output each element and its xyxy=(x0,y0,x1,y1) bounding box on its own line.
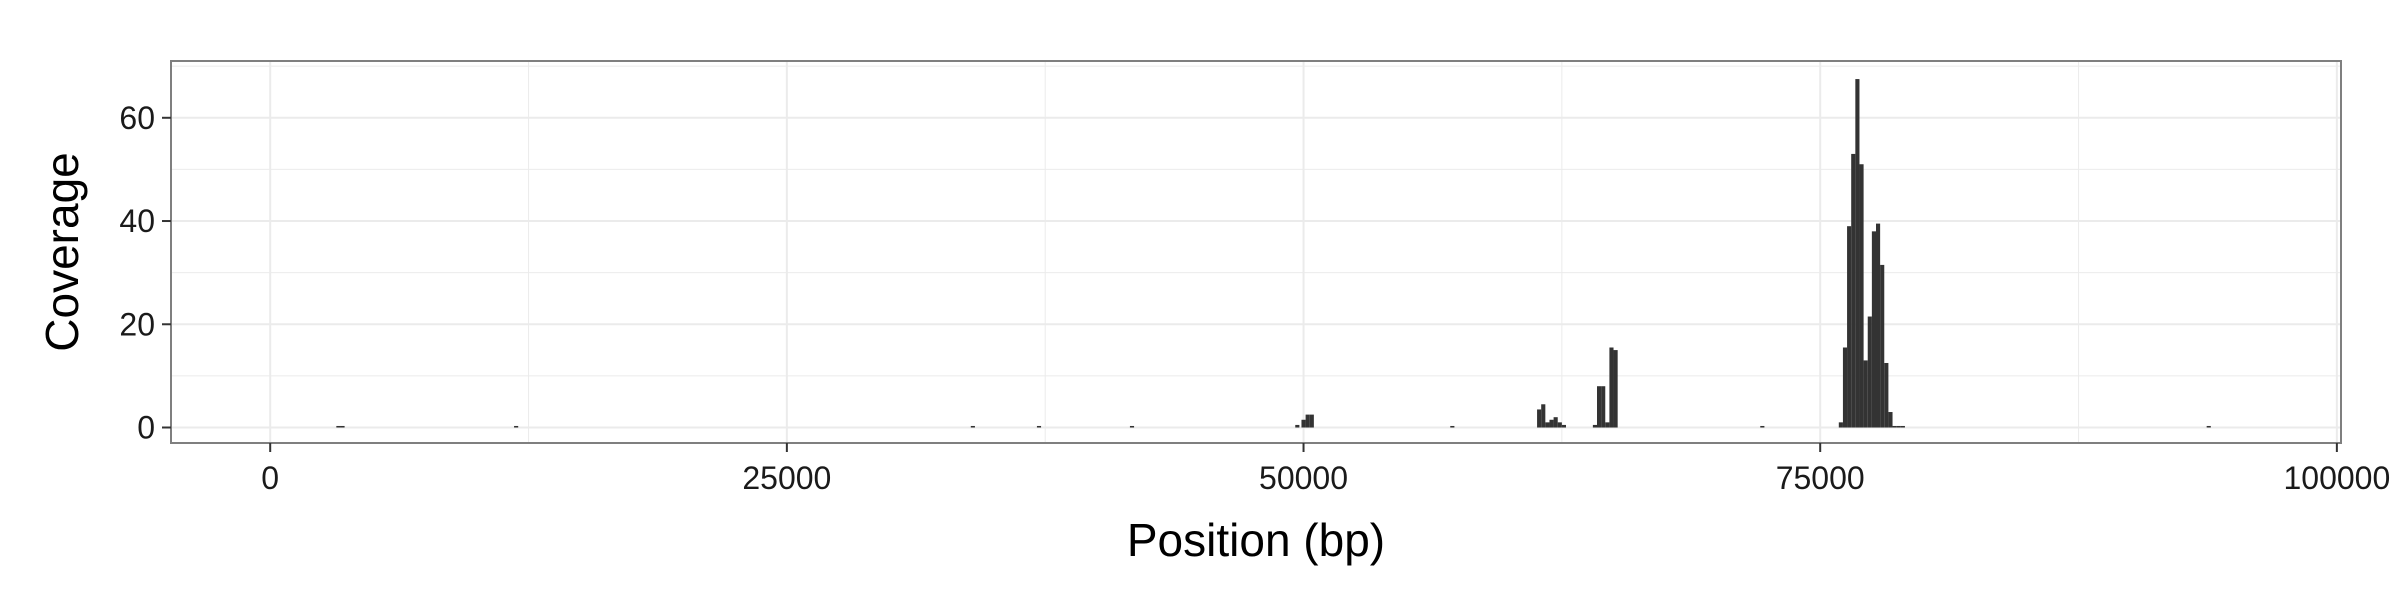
coverage-bar xyxy=(1592,424,1597,428)
coverage-bar xyxy=(970,425,975,428)
x-tick-label: 25000 xyxy=(742,460,831,496)
y-tick-label: 40 xyxy=(119,203,155,239)
coverage-bar xyxy=(1838,422,1843,428)
y-tick-label: 0 xyxy=(137,410,155,446)
coverage-bar xyxy=(1305,414,1310,428)
y-axis: 0 20 40 60 xyxy=(119,100,171,446)
coverage-bar xyxy=(1537,409,1542,428)
x-tick-label: 75000 xyxy=(1776,460,1865,496)
coverage-bar xyxy=(1545,422,1550,428)
coverage-bar xyxy=(1863,360,1868,428)
coverage-bar xyxy=(1884,362,1889,428)
coverage-bar xyxy=(1896,425,1901,428)
x-tick-label: 100000 xyxy=(2283,460,2390,496)
coverage-bar xyxy=(1601,386,1606,428)
x-axis: 0 25000 50000 75000 100000 xyxy=(261,443,2390,496)
coverage-bar xyxy=(2206,425,2211,428)
coverage-bar xyxy=(1597,386,1602,428)
plot-panel-background xyxy=(171,61,2341,443)
coverage-bar xyxy=(1541,404,1546,428)
coverage-bar xyxy=(1549,419,1554,428)
y-axis-title: Coverage xyxy=(36,152,88,351)
coverage-bar xyxy=(1036,425,1042,428)
coverage-bar xyxy=(1880,264,1885,428)
coverage-bar xyxy=(1129,425,1135,428)
coverage-bar xyxy=(336,425,341,428)
coverage-bar xyxy=(1309,414,1314,428)
coverage-bar xyxy=(1842,347,1848,428)
coverage-bar xyxy=(1855,79,1860,428)
x-tick-label: 50000 xyxy=(1259,460,1348,496)
coverage-bar xyxy=(1871,231,1876,428)
coverage-bar xyxy=(1450,425,1455,428)
coverage-bar xyxy=(514,425,519,428)
x-axis-title: Position (bp) xyxy=(1127,514,1385,566)
coverage-bar xyxy=(1851,153,1856,428)
coverage-bar xyxy=(1892,425,1897,428)
coverage-bar xyxy=(1867,316,1872,428)
coverage-bar xyxy=(1553,417,1558,428)
coverage-bar xyxy=(1900,425,1905,428)
coverage-bar xyxy=(1557,422,1562,428)
grid-lines xyxy=(171,61,2341,443)
coverage-bar xyxy=(1561,424,1566,428)
x-tick-label: 0 xyxy=(261,460,279,496)
coverage-bar xyxy=(1760,425,1765,428)
y-tick-label: 20 xyxy=(119,306,155,342)
coverage-bar xyxy=(1613,350,1618,428)
y-tick-label: 60 xyxy=(119,100,155,136)
coverage-bar xyxy=(1295,424,1300,428)
coverage-bars xyxy=(336,79,2211,428)
coverage-bar xyxy=(1859,164,1864,428)
coverage-bar xyxy=(1876,223,1881,428)
plot-panel-border xyxy=(170,60,2342,444)
coverage-bar xyxy=(1301,419,1306,428)
coverage-bar xyxy=(340,425,345,428)
coverage-bar xyxy=(1605,422,1610,428)
coverage-bar xyxy=(1888,412,1893,428)
coverage-bar xyxy=(1609,347,1614,428)
coverage-bar xyxy=(1847,226,1852,428)
